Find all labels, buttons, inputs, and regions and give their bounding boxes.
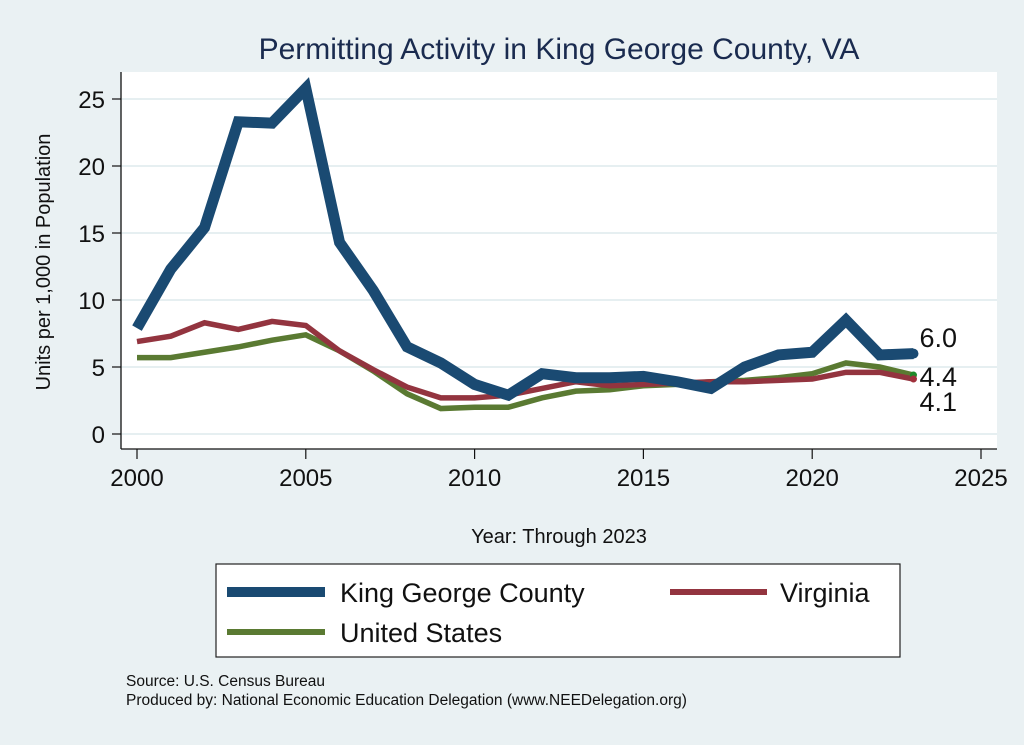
series-line-virginia	[136, 318, 915, 401]
source-note: Source: U.S. Census Bureau	[126, 673, 325, 690]
end-marker	[909, 375, 917, 383]
y-tick-label: 0	[92, 422, 105, 449]
chart-title: Permitting Activity in King George Count…	[259, 33, 860, 66]
gridlines	[121, 98, 997, 435]
legend-label: Virginia	[780, 578, 871, 608]
legend-box	[215, 563, 901, 658]
x-tick-label: 2015	[617, 465, 670, 492]
x-tick-label: 2020	[786, 465, 839, 492]
series-line-king-george-county	[132, 77, 914, 402]
x-tick-label: 2025	[954, 465, 1007, 492]
series-group	[132, 77, 919, 412]
y-tick-label: 20	[78, 154, 105, 181]
legend-label: United States	[340, 618, 502, 648]
x-axis-title: Year: Through 2023	[471, 526, 647, 548]
producer-note: Produced by: National Economic Education…	[126, 692, 687, 709]
x-tick-label: 2005	[279, 465, 332, 492]
end-labels: 6.0 4.14.4	[919, 323, 957, 417]
legend-label: King George County	[340, 578, 585, 608]
end-label: 4.4	[919, 362, 957, 392]
end-label: 4.1	[919, 387, 957, 417]
x-tick-label: 2000	[110, 465, 163, 492]
y-tick-label: 10	[78, 288, 105, 315]
series-line-united-states	[137, 331, 915, 412]
y-tick-label: 25	[78, 87, 105, 114]
legend: King George County Virginia United States	[215, 563, 901, 658]
y-tick-label: 15	[78, 221, 105, 248]
end-label: 6.0	[919, 323, 957, 353]
y-axis-title: Units per 1,000 in Population	[33, 134, 55, 391]
end-marker	[908, 348, 919, 359]
x-tick-label: 2010	[448, 465, 501, 492]
y-tick-label: 5	[92, 355, 105, 382]
